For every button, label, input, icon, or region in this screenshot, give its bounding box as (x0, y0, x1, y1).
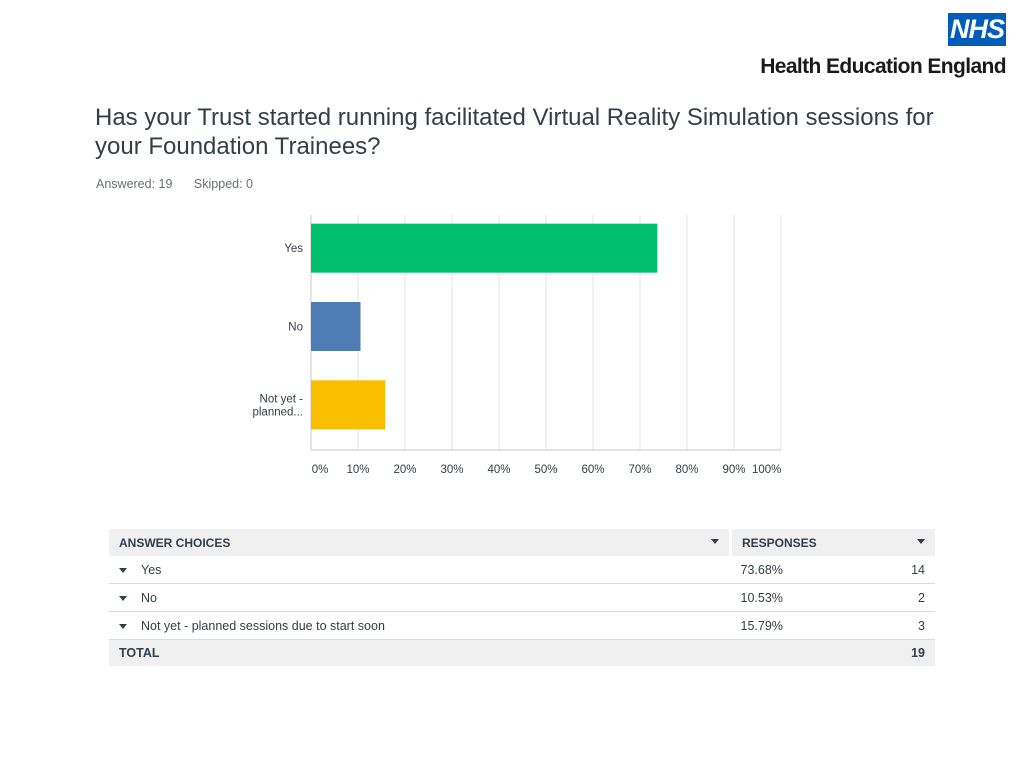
nhs-logo-mark: NHS (948, 13, 1006, 46)
total-label: TOTAL (109, 639, 731, 666)
chart-category-labels: Yes No Not yet -planned... (252, 243, 303, 418)
response-percent: 73.68% (730, 556, 881, 584)
nhs-hee-logo: NHS Health Education England (760, 13, 1007, 85)
bar (311, 380, 386, 430)
total-row: TOTAL 19 (109, 639, 935, 666)
table-header-row: ANSWER CHOICES RESPONSES (109, 529, 935, 556)
x-tick-label: 100% (752, 464, 781, 476)
answer-choice-label: Yes (141, 562, 162, 577)
response-count: 2 (880, 583, 935, 612)
bar-chart: Yes No Not yet -planned... 0% 10% 20% 30% 40% 5… (252, 215, 782, 476)
category-label: Not yet -planned... (252, 393, 303, 418)
x-tick-label: 10% (346, 464, 369, 476)
expand-caret-icon[interactable] (119, 595, 127, 601)
total-percent-empty (730, 639, 881, 666)
sort-down-icon[interactable] (711, 539, 719, 544)
response-count: 3 (880, 611, 935, 640)
answer-choice-cell: Not yet - planned sessions due to start … (109, 611, 731, 640)
responses-header[interactable]: RESPONSES (730, 529, 935, 556)
sort-down-icon[interactable] (917, 539, 925, 544)
x-tick-label: 60% (581, 464, 604, 476)
response-summary: Answered: 19 Skipped: 0 (96, 177, 271, 191)
organisation-name: Health Education England (760, 55, 1006, 78)
skipped-count: Skipped: 0 (193, 177, 253, 191)
results-table: ANSWER CHOICES RESPONSES Yes 73.68% 14 N… (109, 529, 935, 666)
table-row: No 10.53% 2 (109, 583, 935, 612)
x-tick-label: 20% (393, 464, 416, 476)
expand-caret-icon[interactable] (119, 623, 127, 629)
chart-bars (311, 223, 658, 430)
x-tick-label: 0% (312, 464, 329, 476)
category-label: Yes (284, 243, 303, 255)
x-tick-label: 30% (440, 464, 463, 476)
x-tick-label: 70% (628, 464, 651, 476)
answered-count: Answered: 19 (96, 177, 173, 191)
table-row: Yes 73.68% 14 (109, 556, 935, 584)
total-count: 19 (880, 639, 935, 666)
answer-choices-header-label: ANSWER CHOICES (119, 535, 231, 550)
bar (311, 302, 361, 351)
x-tick-label: 50% (534, 464, 557, 476)
expand-caret-icon[interactable] (119, 567, 127, 573)
x-tick-label: 40% (487, 464, 510, 476)
answer-choice-cell: No (109, 583, 731, 612)
bar (311, 223, 658, 273)
chart-tick-labels: 0% 10% 20% 30% 40% 50% 60% 70% 80% 90% 100% (312, 464, 782, 476)
question-title: Has your Trust started running facilitat… (95, 104, 934, 160)
response-percent: 15.79% (730, 611, 881, 640)
category-label: No (288, 322, 303, 334)
x-tick-label: 90% (722, 464, 745, 476)
response-count: 14 (880, 556, 935, 584)
answer-choices-header[interactable]: ANSWER CHOICES (109, 529, 732, 556)
responses-header-label: RESPONSES (742, 535, 817, 550)
response-percent: 10.53% (730, 583, 881, 612)
x-tick-label: 80% (675, 464, 698, 476)
answer-choice-cell: Yes (109, 556, 731, 584)
table-row: Not yet - planned sessions due to start … (109, 611, 935, 640)
answer-choice-label: No (141, 590, 157, 605)
answer-choice-label: Not yet - planned sessions due to start … (141, 618, 385, 633)
